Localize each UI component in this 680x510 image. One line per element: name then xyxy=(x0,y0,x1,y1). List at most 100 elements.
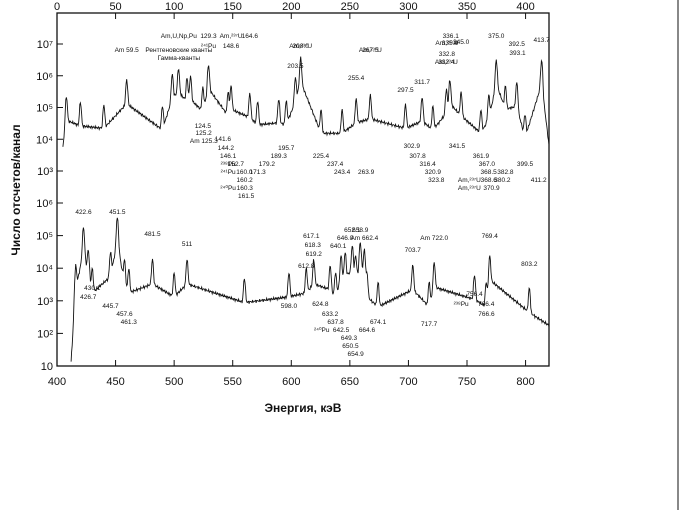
upper-peak-label: Am 125.3 xyxy=(190,138,218,145)
upper-peak-label: 189.3 xyxy=(271,153,288,160)
upper-peak-label: Гамма-кванты xyxy=(158,55,201,62)
upper-peak-label: Am 59.5 xyxy=(115,47,140,54)
upper-peak-label: 335.4 xyxy=(442,40,459,47)
upper-peak-label: 375.0 xyxy=(488,33,505,40)
bottom-x-tick-label: 450 xyxy=(106,376,124,388)
top-x-tick-label: 0 xyxy=(54,1,60,13)
upper-peak-label: 148.6 xyxy=(223,43,240,50)
lower-peak-label: 664.6 xyxy=(359,327,376,334)
top-x-tick-label: 200 xyxy=(282,1,300,13)
bottom-x-tick-label: 750 xyxy=(458,376,476,388)
lower-peak-label: Am 662.4 xyxy=(350,235,378,242)
lower-peak-label: 422.6 xyxy=(75,209,92,216)
upper-peak-label: Am,U,Np,Pu xyxy=(161,33,198,40)
lower-peak-label: 654.9 xyxy=(347,351,364,358)
lower-peak-label: 674.1 xyxy=(370,319,387,326)
upper-peak-label: 129.3 xyxy=(200,33,217,40)
upper-peak-label: 411.2 xyxy=(531,177,547,184)
lower-peak-label: 633.2 xyxy=(322,311,339,318)
lower-spectrum-trace xyxy=(70,217,550,362)
top-x-tick-label: 50 xyxy=(109,1,121,13)
upper-peak-label: 179.2 xyxy=(259,161,276,168)
bottom-y-tick-label: 10² xyxy=(37,328,53,340)
upper-peak-label: 323.8 xyxy=(428,177,445,184)
lower-peak-label: 637.8 xyxy=(327,319,344,326)
upper-peak-label: 237.4 xyxy=(327,161,344,168)
upper-peak-label: 164.6 xyxy=(242,33,259,40)
top-x-tick-label: 250 xyxy=(341,1,359,13)
lower-peak-label: 756.4 xyxy=(466,291,483,298)
bottom-x-tick-label: 600 xyxy=(282,376,300,388)
upper-peak-label: 144.2 xyxy=(218,145,235,152)
upper-peak-label: 125.2 xyxy=(196,130,213,137)
upper-peak-label: 345.0 xyxy=(453,39,470,46)
lower-peak-label: Am 722.0 xyxy=(420,235,448,242)
top-y-tick-label: 10⁴ xyxy=(36,134,53,146)
upper-peak-label: 311.7 xyxy=(414,79,430,86)
bottom-x-tick-label: 550 xyxy=(224,376,242,388)
upper-peak-label: 297.5 xyxy=(397,87,414,94)
upper-peak-label: 341.5 xyxy=(449,143,466,150)
lower-peak-label: 451.5 xyxy=(109,209,126,216)
upper-peak-label: 368.5 xyxy=(481,169,498,176)
upper-peak-label: 171.3 xyxy=(250,169,267,176)
bottom-x-tick-label: 400 xyxy=(48,376,66,388)
lower-peak-label: 642.5 xyxy=(333,327,350,334)
lower-peak-label: 769.4 xyxy=(482,233,499,240)
lower-peak-label: 650.5 xyxy=(342,343,359,350)
upper-peak-label: 413.7 xyxy=(533,37,550,44)
lower-peak-label: 598.0 xyxy=(281,303,298,310)
upper-peak-label: 392.5 xyxy=(509,41,526,48)
upper-peak-label: Рентгеновские кванты xyxy=(145,47,212,54)
lower-peak-label: 658.9 xyxy=(352,227,369,234)
lower-peak-label: 445.7 xyxy=(102,303,119,310)
lower-peak-label: 640.1 xyxy=(330,243,347,250)
lower-peak-label: 461.3 xyxy=(121,319,138,326)
upper-peak-label: 320.9 xyxy=(425,169,442,176)
upper-peak-label: 267.5 xyxy=(362,47,379,54)
lower-peak-label: 511 xyxy=(182,241,193,248)
bottom-x-tick-label: 700 xyxy=(399,376,417,388)
upper-peak-label: 382.8 xyxy=(497,169,514,176)
bottom-y-tick-label: 10⁵ xyxy=(36,231,53,243)
upper-peak-label: 243.4 xyxy=(334,169,351,176)
upper-peak-label: ²⁴⁰Pu xyxy=(220,184,236,192)
upper-peak-label: 302.9 xyxy=(404,143,421,150)
upper-peak-label: Am,²³⁷U xyxy=(359,47,382,54)
bottom-y-tick-label: 10 xyxy=(41,361,53,373)
lower-peak-label: 426.7 xyxy=(80,294,97,301)
upper-peak-label: 332.4 xyxy=(438,59,455,66)
lower-peak-label: 649.3 xyxy=(341,335,358,342)
y-axis-title: Число отсчетов/канал xyxy=(9,124,23,255)
bottom-x-tick-label: 800 xyxy=(516,376,534,388)
upper-peak-label: ²⁴¹Pu xyxy=(201,43,216,50)
upper-peak-label: 393.1 xyxy=(509,50,526,57)
bottom-x-tick-label: 500 xyxy=(165,376,183,388)
lower-peak-label: 481.5 xyxy=(144,231,161,238)
upper-peak-label: 316.4 xyxy=(419,161,436,168)
top-y-tick-label: 10³ xyxy=(37,166,53,178)
lower-peak-label: 619.2 xyxy=(306,251,323,258)
lower-peak-label: 766.4 xyxy=(478,301,495,308)
upper-peak-label: 263.9 xyxy=(358,169,375,176)
lower-peak-label: ²⁴⁰Pu xyxy=(314,326,330,334)
upper-peak-label: 160.0 xyxy=(236,169,253,176)
upper-peak-label: 380.2 xyxy=(494,177,511,184)
upper-peak-label: 367.0 xyxy=(479,161,496,168)
lower-peak-label: ²³⁸Pu xyxy=(454,301,469,308)
bottom-y-tick-label: 10⁶ xyxy=(36,198,53,210)
upper-peak-label: Am,²³⁷U xyxy=(458,177,481,184)
lower-peak-label: 652.1 xyxy=(344,227,361,234)
upper-peak-label: Am,²³⁷U xyxy=(289,43,312,50)
upper-peak-label: ²³⁸Pu xyxy=(221,161,236,168)
top-x-tick-label: 150 xyxy=(224,1,242,13)
upper-peak-label: 203.5 xyxy=(287,63,304,70)
upper-peak-label: Am,²³⁷U xyxy=(435,40,458,47)
lower-peak-label: 617.1 xyxy=(303,233,320,240)
upper-peak-label: ²⁴¹Pu xyxy=(221,169,236,176)
upper-peak-label: 160.3 xyxy=(237,185,254,192)
bottom-y-tick-label: 10⁴ xyxy=(36,263,53,275)
x-axis-title: Энергия, кэВ xyxy=(265,401,342,415)
upper-peak-label: 152.7 xyxy=(228,161,245,168)
